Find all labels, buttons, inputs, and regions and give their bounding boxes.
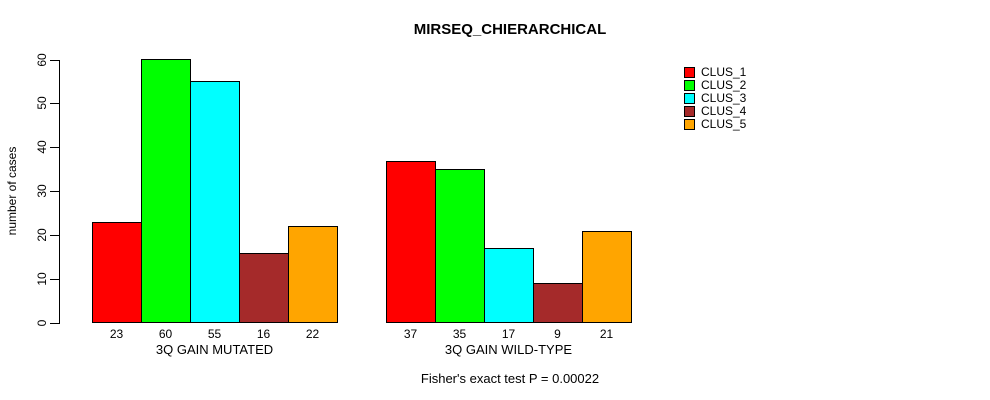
bar-clus_1-1 xyxy=(92,222,142,323)
bar-value-label: 17 xyxy=(501,327,516,341)
bar-clus_5-2 xyxy=(582,231,632,323)
legend-item-clus_2: CLUS_2 xyxy=(684,79,746,92)
y-tick-label: 20 xyxy=(35,228,49,242)
bar-value-label: 23 xyxy=(109,327,124,341)
legend-swatch-icon xyxy=(684,106,695,117)
bar-value-label: 35 xyxy=(452,327,467,341)
bar-value-label: 55 xyxy=(207,327,222,341)
bar-clus_3-2 xyxy=(484,248,534,323)
bar-value-label: 37 xyxy=(403,327,418,341)
y-axis-line xyxy=(59,59,60,324)
bar-clus_3-1 xyxy=(190,81,240,323)
legend-swatch-icon xyxy=(684,67,695,78)
y-tick-label: 10 xyxy=(35,272,49,286)
y-axis-tick xyxy=(50,60,59,61)
legend-label: CLUS_2 xyxy=(701,78,747,92)
legend: CLUS_1 CLUS_2 CLUS_3 CLUS_4 CLUS_5 xyxy=(684,66,746,131)
y-tick-label: 30 xyxy=(35,184,49,198)
bar-clus_1-2 xyxy=(386,161,436,323)
y-axis-tick xyxy=(50,191,59,192)
legend-label: CLUS_4 xyxy=(701,104,747,118)
legend-item-clus_5: CLUS_5 xyxy=(684,118,746,131)
legend-label: CLUS_1 xyxy=(701,65,747,79)
legend-item-clus_4: CLUS_4 xyxy=(684,105,746,118)
y-tick-label: 40 xyxy=(35,140,49,154)
legend-item-clus_1: CLUS_1 xyxy=(684,66,746,79)
group-label: 3Q GAIN WILD-TYPE xyxy=(444,342,573,357)
bar-value-label: 21 xyxy=(599,327,614,341)
bar-value-label: 22 xyxy=(305,327,320,341)
legend-label: CLUS_3 xyxy=(701,91,747,105)
y-axis-tick xyxy=(50,279,59,280)
bar-clus_5-1 xyxy=(288,226,338,323)
y-axis-tick xyxy=(50,235,59,236)
y-tick-label: 60 xyxy=(35,53,49,67)
bar-clus_4-2 xyxy=(533,283,583,323)
chart-title: MIRSEQ_CHIERARCHICAL xyxy=(413,21,607,38)
bar-clus_2-2 xyxy=(435,169,485,323)
footnote-pvalue: Fisher's exact test P = 0.00022 xyxy=(420,371,600,386)
legend-swatch-icon xyxy=(684,119,695,130)
bar-value-label: 16 xyxy=(256,327,271,341)
legend-swatch-icon xyxy=(684,93,695,104)
bar-clus_4-1 xyxy=(239,253,289,323)
group-label: 3Q GAIN MUTATED xyxy=(155,342,274,357)
legend-item-clus_3: CLUS_3 xyxy=(684,92,746,105)
y-axis-tick xyxy=(50,147,59,148)
y-axis-label: number of cases xyxy=(5,146,19,236)
y-axis-tick xyxy=(50,103,59,104)
y-tick-label: 0 xyxy=(35,319,49,327)
legend-swatch-icon xyxy=(684,80,695,91)
y-tick-label: 50 xyxy=(35,96,49,110)
bar-value-label: 9 xyxy=(554,327,561,341)
legend-label: CLUS_5 xyxy=(701,117,747,131)
bar-clus_2-1 xyxy=(141,59,191,323)
y-axis-tick xyxy=(50,323,59,324)
bar-value-label: 60 xyxy=(158,327,173,341)
